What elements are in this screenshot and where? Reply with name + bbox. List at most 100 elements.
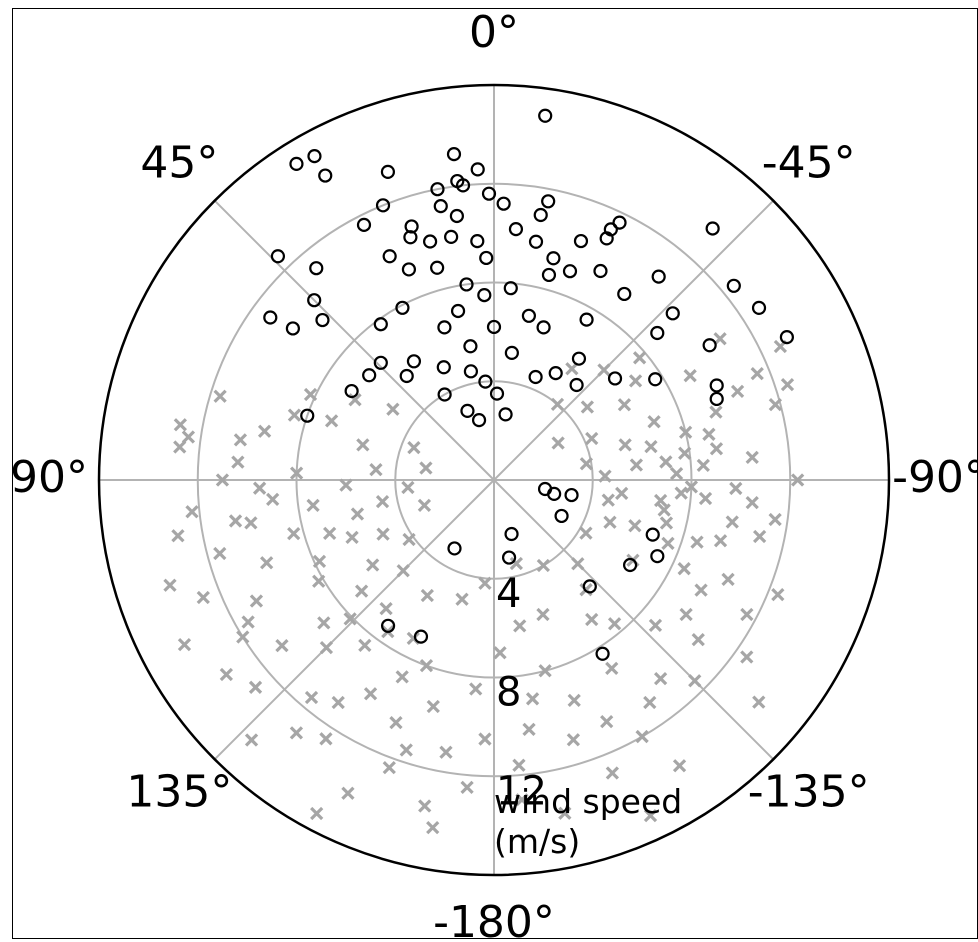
data-point-circle [528, 369, 543, 385]
data-point-circle [612, 215, 627, 230]
radial-tick-labels: 4 8 12 [496, 571, 547, 815]
data-point-cross [580, 400, 595, 414]
data-point-circle [709, 378, 724, 393]
circle-series [263, 108, 794, 661]
data-point-circle [285, 321, 300, 336]
data-point-cross [551, 436, 565, 450]
data-point-cross [354, 584, 369, 598]
data-point-cross [244, 733, 259, 747]
data-point-cross [439, 745, 453, 759]
data-point-cross [363, 687, 378, 701]
data-point-cross [319, 640, 334, 655]
data-point-cross [215, 473, 230, 487]
data-point-cross [379, 601, 393, 616]
data-point-circle [607, 371, 623, 386]
data-point-cross [661, 536, 675, 550]
data-point-circle [401, 262, 417, 277]
data-point-circle [436, 360, 451, 375]
data-point-circle [463, 364, 479, 379]
data-point-cross [702, 427, 716, 441]
data-point-cross [536, 558, 551, 573]
data-point-cross [780, 378, 795, 392]
data-point-circle [300, 408, 315, 423]
data-point-cross [493, 646, 507, 660]
data-point-circle [470, 234, 485, 249]
data-point-cross [213, 389, 227, 403]
data-point-circle [536, 320, 551, 335]
data-point-cross [407, 441, 421, 455]
data-point-cross [525, 692, 540, 706]
data-point-cross [171, 529, 185, 543]
data-point-cross [185, 505, 199, 519]
data-point-cross [173, 418, 188, 432]
data-point-circle [446, 147, 462, 162]
data-point-circle [617, 286, 632, 302]
data-point-cross [177, 637, 192, 652]
data-point-cross [310, 806, 324, 821]
data-point-cross [571, 557, 585, 571]
data-point-cross [419, 658, 434, 673]
data-point-cross [768, 397, 783, 412]
radial-axis-label-line1: wind speed [494, 782, 682, 821]
data-point-circle [564, 487, 579, 503]
data-point-circle [356, 217, 372, 232]
polar-grid [99, 85, 889, 875]
angle-tick-label: -180° [433, 897, 555, 942]
data-point-circle [779, 330, 794, 345]
data-point-cross [672, 759, 687, 773]
data-point-cross [219, 667, 233, 682]
data-point-cross [522, 722, 536, 736]
data-point-cross [252, 481, 267, 495]
data-point-cross [358, 638, 372, 652]
data-point-circle [471, 413, 487, 428]
data-point-cross [729, 481, 743, 496]
radial-tick-label: 12 [496, 768, 547, 814]
data-point-cross [597, 363, 611, 377]
data-point-cross [389, 716, 403, 730]
data-point-cross [745, 495, 759, 510]
data-point-circle [546, 251, 561, 266]
data-point-cross [173, 440, 187, 454]
radial-tick-label: 8 [496, 670, 521, 716]
data-point-cross [399, 743, 413, 757]
data-point-circle [650, 549, 665, 564]
data-point-circle [533, 207, 548, 223]
data-point-cross [669, 466, 684, 481]
data-point-circle [380, 164, 396, 179]
data-point-cross [396, 564, 410, 578]
data-point-cross [579, 526, 593, 540]
data-point-cross [565, 362, 579, 376]
data-point-circle [645, 527, 660, 542]
data-point-cross [244, 516, 258, 530]
data-point-cross [684, 480, 699, 494]
data-point-cross [257, 424, 272, 438]
data-point-circle [538, 108, 553, 123]
data-point-cross [617, 398, 632, 412]
data-point-circle [481, 186, 497, 201]
data-point-circle [413, 629, 429, 644]
data-point-cross [163, 578, 177, 592]
data-point-circle [470, 162, 485, 177]
data-point-cross [460, 780, 474, 795]
data-point-circle [548, 365, 563, 381]
data-point-cross [369, 463, 383, 477]
radial-tick-label: 4 [496, 571, 521, 617]
data-point-cross [426, 699, 440, 714]
data-point-cross [324, 414, 339, 428]
data-point-cross [721, 572, 735, 586]
data-point-cross [306, 498, 320, 513]
data-point-cross [709, 405, 723, 419]
data-point-circle [554, 508, 569, 524]
data-point-cross [289, 466, 304, 480]
data-point-circle [437, 320, 452, 335]
data-point-cross [659, 516, 674, 530]
data-point-cross [382, 761, 396, 775]
data-point-cross [339, 478, 353, 492]
data-point-cross [730, 384, 745, 398]
data-point-circle [318, 168, 333, 183]
data-point-cross [698, 491, 713, 506]
data-point-circle [444, 229, 459, 244]
data-point-cross [629, 458, 644, 472]
data-point-cross [420, 588, 434, 603]
grid-spoke [493, 479, 775, 761]
